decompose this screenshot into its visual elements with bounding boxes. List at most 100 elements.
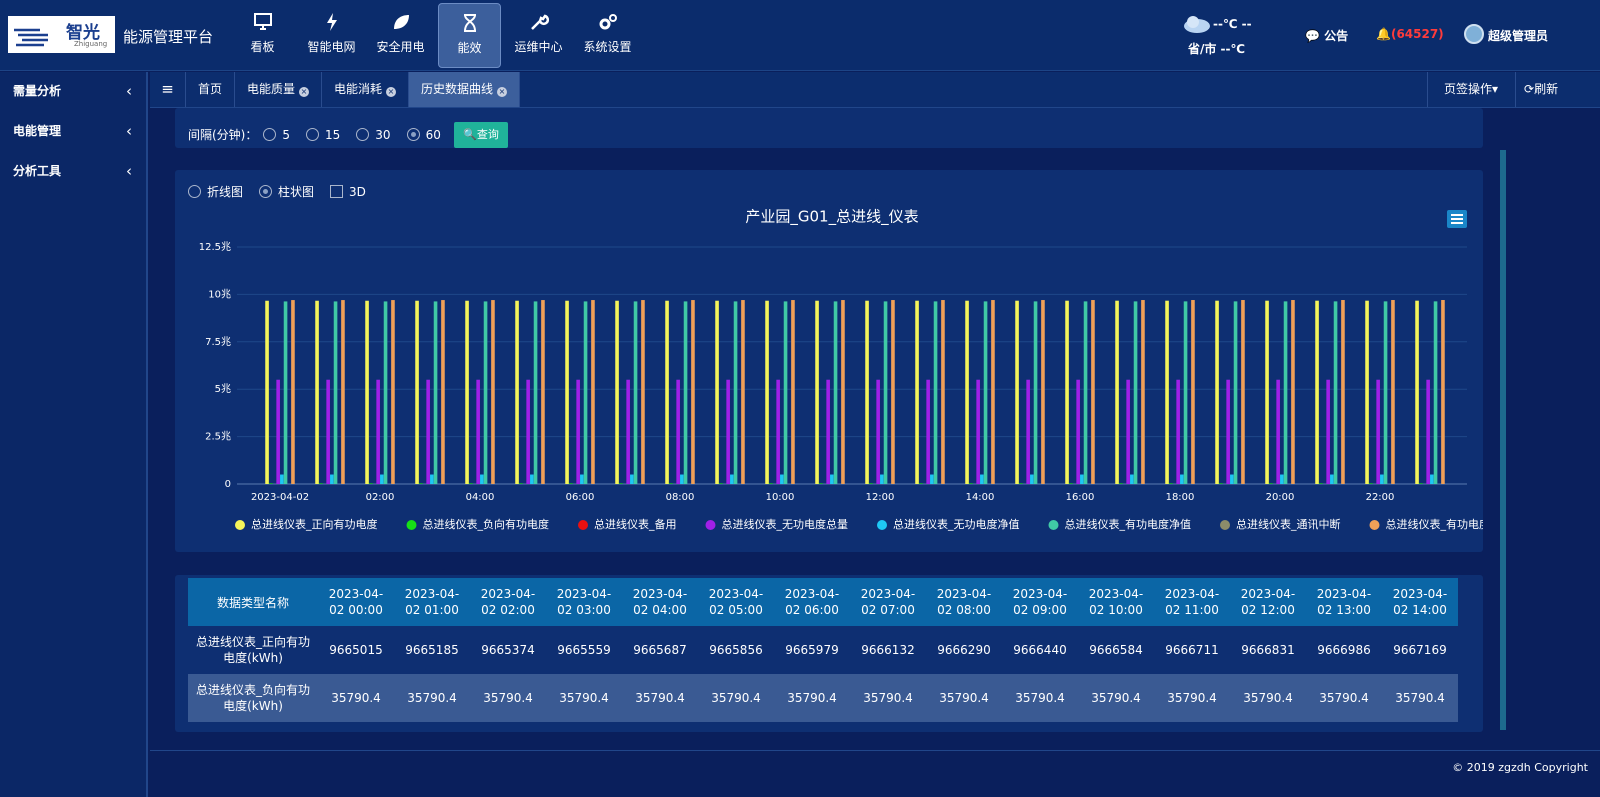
tab[interactable]: 电能质量 × — [235, 72, 323, 107]
tab-close[interactable]: × — [299, 87, 310, 97]
tab[interactable]: 电能消耗 × — [322, 72, 410, 107]
nav-icon — [326, 13, 337, 31]
bar — [526, 379, 530, 484]
bar — [791, 300, 795, 484]
legend-marker — [877, 520, 887, 530]
user-name[interactable]: 超级管理员 — [1488, 29, 1549, 43]
table-cell: 35790.4 — [1395, 691, 1445, 705]
bar — [530, 474, 534, 484]
table-cell: 9666440 — [1013, 643, 1067, 657]
menu-toggle[interactable]: ≡ — [150, 72, 186, 107]
bar — [733, 301, 738, 484]
legend-marker — [705, 520, 716, 530]
tab-actions-text: 页签操作 — [1444, 82, 1493, 96]
table-cell: 9666290 — [937, 643, 991, 657]
bar — [541, 300, 545, 484]
bar — [1233, 301, 1238, 484]
bar — [1391, 300, 1395, 484]
bar — [965, 300, 969, 484]
chart-mode-label: 柱状图 — [278, 185, 315, 199]
bar — [1015, 300, 1019, 484]
chart-menu[interactable] — [1447, 210, 1467, 228]
logo: 智光 Zhiguang — [8, 16, 115, 53]
weather-temp: --℃ -- — [1213, 17, 1252, 31]
bar — [365, 300, 369, 484]
nav-item[interactable]: 运维中心 — [504, 0, 573, 71]
table-cell: 35790.4 — [863, 691, 913, 705]
x-tick-label: 06:00 — [566, 492, 595, 503]
bar — [330, 474, 334, 484]
bar — [280, 474, 284, 484]
tab-close[interactable]: × — [386, 87, 397, 97]
bar — [1176, 379, 1180, 484]
chart-mode-label: 折线图 — [207, 185, 244, 199]
interval-label: 间隔(分钟)： — [188, 128, 258, 142]
bar — [326, 379, 330, 484]
sidebar-item[interactable]: 分析工具 — [0, 152, 146, 192]
bar — [591, 300, 595, 484]
interval-option[interactable]: 15 — [306, 128, 340, 142]
sidebar-item[interactable]: 电能管理 — [0, 112, 146, 152]
bar — [565, 300, 569, 484]
bar — [1180, 474, 1184, 484]
bar — [533, 301, 538, 484]
nav-label: 系统设置 — [583, 40, 632, 54]
chart-mode[interactable]: 折线图 — [188, 185, 243, 199]
interval-value: 60 — [425, 128, 441, 142]
chart-mode[interactable]: 柱状图 — [259, 185, 314, 199]
bar — [576, 379, 580, 484]
sidebar-item[interactable]: 需量分析 — [0, 72, 146, 112]
x-tick-label: 04:00 — [466, 492, 495, 503]
tab-actions[interactable]: 页签操作▾ — [1427, 72, 1516, 107]
checkbox — [330, 185, 344, 198]
table-cell: 9666584 — [1089, 643, 1143, 657]
bar — [491, 300, 495, 484]
nav-item[interactable]: 系统设置 — [573, 0, 642, 71]
legend-marker — [1369, 520, 1380, 530]
bar — [815, 300, 819, 484]
bar — [776, 379, 780, 484]
bar — [768, 483, 773, 484]
bar — [430, 474, 434, 484]
nav-item[interactable]: 能效 — [438, 3, 501, 68]
x-tick-label: 12:00 — [866, 492, 895, 503]
nav-item[interactable]: 安全用电 — [366, 0, 435, 71]
bar — [676, 379, 680, 484]
weather-icon — [1184, 16, 1210, 33]
bar — [580, 474, 584, 484]
bar — [630, 474, 634, 484]
alerts[interactable]: 🔔(64527) — [1376, 27, 1444, 41]
bar — [880, 474, 884, 484]
bar — [1368, 483, 1373, 484]
bar — [1430, 474, 1434, 484]
table-cell: 9666711 — [1165, 643, 1219, 657]
bar — [980, 474, 984, 484]
bar — [1168, 483, 1173, 484]
bar — [718, 483, 723, 484]
table-cell: 35790.4 — [407, 691, 457, 705]
nav: 看板 智能电网 安全用电 能效 运维中心 系统设置 — [228, 0, 642, 71]
bar — [518, 483, 523, 484]
logo-mark — [14, 28, 48, 47]
table-cell: 9665856 — [709, 643, 763, 657]
table-cell: 9665687 — [633, 643, 687, 657]
x-tick-label: 2023-04-02 — [251, 492, 309, 503]
refresh[interactable]: ⟳刷新 — [1524, 82, 1559, 96]
column-header: 2023-04-02 12:00 — [1240, 587, 1296, 617]
tab[interactable]: 首页 — [186, 72, 236, 107]
tab[interactable]: 历史数据曲线 × — [409, 72, 521, 107]
interval-option[interactable]: 5 — [263, 128, 290, 142]
interval-option[interactable]: 30 — [356, 128, 391, 142]
table-wrap: 数据类型名称 2023-04-02 00:00 2023-04-02 01:00 20… — [188, 578, 1473, 722]
legend-label: 总进线仪表_有功电度净值 — [1065, 517, 1192, 531]
interval-option[interactable]: 60 — [406, 128, 441, 142]
nav-item[interactable]: 看板 — [228, 0, 297, 71]
tab-close[interactable]: × — [497, 87, 508, 97]
query-button[interactable]: 🔍查询 — [454, 122, 508, 148]
table-cell: 35790.4 — [1243, 691, 1293, 705]
notice[interactable]: 💬 公告 — [1305, 29, 1349, 43]
table-cell: 9665979 — [785, 643, 839, 657]
chart-mode[interactable]: 3D — [330, 185, 366, 199]
nav-item[interactable]: 智能电网 — [297, 0, 366, 71]
